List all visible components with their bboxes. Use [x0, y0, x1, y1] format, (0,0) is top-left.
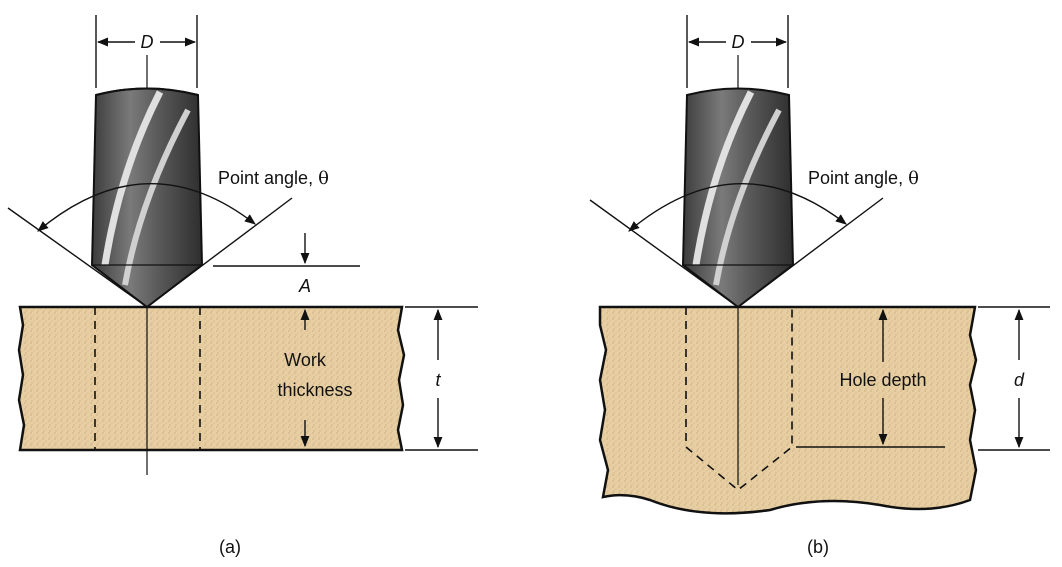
- drill-bit-b: [681, 87, 795, 309]
- point-angle-line-left-b: [589, 199, 739, 308]
- approach-label-a: A: [298, 276, 311, 296]
- work-label-line2-a: thickness: [277, 380, 352, 400]
- panel-a: D Point angle, θ A Work thickness t (a): [7, 15, 478, 557]
- point-angle-line-left-a: [7, 207, 148, 308]
- workpiece-a: [17, 305, 406, 452]
- panel-b: D Point angle, θ Hole depth d (b): [589, 15, 1050, 557]
- caption-a: (a): [219, 537, 241, 557]
- depth-label-b: d: [1014, 370, 1025, 390]
- workpiece-b: [598, 305, 978, 515]
- point-angle-line-right-a: [146, 197, 293, 308]
- caption-b: (b): [807, 537, 829, 557]
- point-angle-arc-a: [37, 182, 256, 232]
- hole-depth-label-b: Hole depth: [839, 370, 926, 390]
- point-angle-label-b: Point angle, θ: [808, 168, 919, 189]
- work-label-line1-a: Work: [284, 350, 327, 370]
- diameter-label-a: D: [141, 32, 154, 52]
- point-angle-arc-b: [628, 182, 847, 232]
- drill-bit-a: [90, 87, 204, 309]
- hole-outline-b: [685, 307, 793, 492]
- point-angle-line-right-b: [737, 197, 884, 308]
- point-angle-label-a: Point angle, θ: [218, 168, 329, 189]
- diameter-label-b: D: [732, 32, 745, 52]
- thickness-label-a: t: [435, 370, 441, 390]
